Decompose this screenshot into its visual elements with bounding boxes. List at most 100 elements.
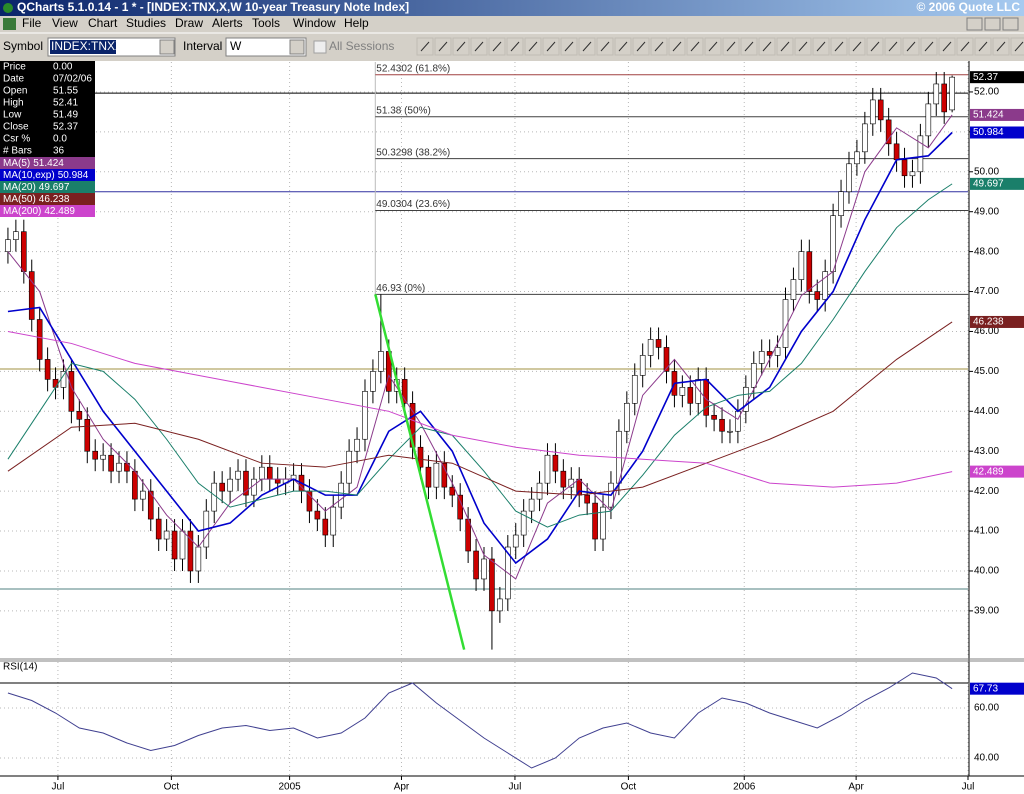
y-tick-label: 41.00	[974, 526, 999, 537]
value-box-label: 52.37	[973, 72, 998, 83]
interval-input[interactable]	[225, 37, 307, 57]
candle-body	[695, 379, 702, 404]
menu-item[interactable]: Studies	[126, 16, 166, 30]
candle-body	[846, 163, 852, 193]
legend-entry: MA(20) 49.697	[3, 182, 70, 193]
rsi-tick-label: 60.00	[974, 703, 999, 714]
candle-body	[92, 450, 99, 460]
menu-item[interactable]: Chart	[88, 16, 118, 30]
menu-item[interactable]: File	[22, 16, 42, 30]
menu-item[interactable]: Tools	[252, 16, 280, 30]
legend-entry: MA(10,exp) 50.984	[3, 170, 89, 181]
tool-glyph	[834, 41, 844, 52]
candle-body	[5, 239, 11, 252]
info-background	[0, 61, 95, 157]
tool-button[interactable]	[1010, 37, 1024, 56]
candle-body	[441, 462, 448, 488]
rsi-tick-label: 40.00	[974, 753, 999, 764]
candle-body	[354, 438, 360, 452]
candle-body	[735, 410, 741, 432]
tool-glyph	[780, 41, 790, 52]
candle-body	[869, 99, 876, 125]
fib-label: 52.4302 (61.8%)	[376, 63, 450, 74]
candle-body	[227, 478, 233, 492]
candle-body	[798, 251, 805, 280]
candle-body	[163, 530, 170, 540]
candle-body	[251, 478, 257, 496]
close[interactable]	[1002, 17, 1019, 31]
value-box	[970, 126, 1024, 139]
value-box	[970, 108, 1024, 121]
moving-average	[7, 114, 953, 580]
candle-body	[76, 410, 83, 420]
legend-value: 50.984	[58, 170, 89, 181]
y-tick-label: 48.00	[974, 246, 999, 257]
menu-item[interactable]: View	[52, 16, 78, 30]
tool-glyph	[546, 41, 556, 52]
candle-body	[108, 454, 114, 472]
candle-body	[624, 403, 630, 432]
candle-body	[132, 470, 138, 500]
candle-body	[116, 462, 122, 472]
value-box	[970, 315, 1024, 328]
candle-body	[822, 271, 828, 300]
minimize[interactable]	[966, 17, 983, 31]
tool-glyph	[762, 41, 772, 52]
info-label: Date	[3, 74, 25, 85]
legend-name: MA(50)	[3, 194, 36, 205]
tool-glyph	[870, 41, 880, 52]
candle-body	[711, 414, 717, 420]
candle-body	[36, 319, 43, 360]
candle-body	[147, 490, 154, 520]
symbol-dropdown[interactable]	[159, 39, 175, 55]
x-tick-label: Oct	[164, 782, 180, 793]
candle-body	[13, 231, 19, 240]
rsi-title: RSI(14)	[3, 662, 37, 673]
candle-body	[901, 159, 908, 177]
menu-item[interactable]: Window	[293, 16, 336, 30]
app-icon	[3, 3, 13, 13]
candle-body	[536, 482, 543, 500]
tool-glyph	[492, 41, 502, 52]
value-box-label: 51.424	[973, 110, 1004, 121]
candle-body	[100, 454, 106, 460]
candle-body	[306, 490, 313, 512]
value-box	[970, 71, 1024, 84]
tool-glyph	[744, 41, 754, 52]
candle-body	[243, 470, 249, 496]
toolbar-icons	[416, 37, 1024, 56]
candle-body	[473, 550, 479, 580]
candle-body	[647, 339, 654, 356]
candle-body	[370, 371, 376, 392]
trendline	[374, 294, 466, 650]
candle-body	[401, 379, 408, 404]
y-tick-label: 49.00	[974, 206, 999, 217]
candle-body	[750, 363, 757, 388]
menu: File View Chart Studies Draw Alerts Tools Windo…	[22, 16, 369, 30]
interval-dropdown[interactable]	[289, 39, 305, 55]
tool-glyph	[996, 41, 1006, 52]
info-value: 07/02/06	[53, 74, 92, 85]
menu-bar	[0, 16, 1024, 32]
info-label: Price	[3, 62, 26, 73]
moving-average	[7, 183, 953, 528]
plots: 39.00 40.00 41.00 42.00 43.00 44.00 45.00 46.00…	[0, 62, 1024, 793]
menu-item[interactable]: Draw	[175, 16, 203, 30]
menu-item[interactable]: Help	[344, 16, 369, 30]
menu-item[interactable]: Alerts	[212, 16, 243, 30]
legend-row	[0, 157, 95, 169]
candle-body	[631, 375, 638, 404]
candle-body	[520, 510, 527, 536]
copyright: © 2006 Quote LLC	[916, 0, 1020, 14]
candle-body	[528, 498, 535, 512]
candle-body	[171, 530, 178, 560]
tool-glyph	[798, 41, 808, 52]
restore[interactable]	[984, 17, 1001, 31]
sessions-checkbox[interactable]	[313, 40, 327, 54]
info-value: 0.00	[53, 62, 73, 73]
info-label: High	[3, 98, 24, 109]
candle-body	[790, 279, 797, 300]
